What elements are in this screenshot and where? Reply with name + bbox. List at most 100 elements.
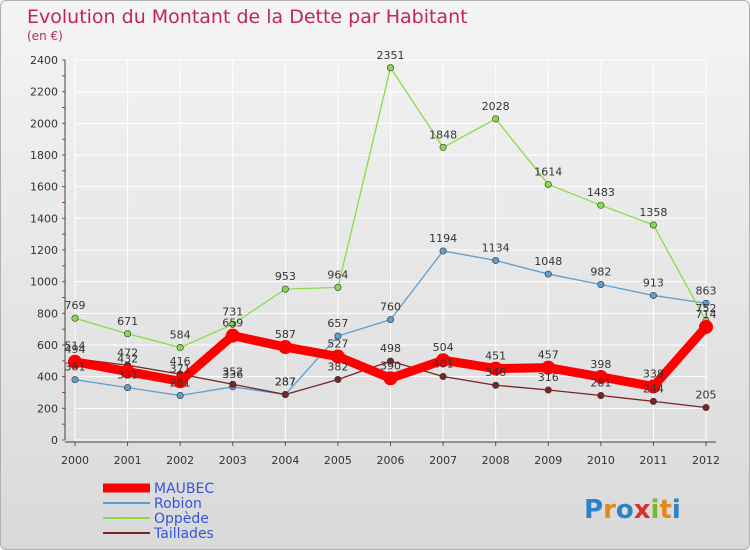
data-label-maubec: 390 (380, 359, 401, 372)
data-point-maubec (699, 319, 713, 334)
x-tick-label: 2001 (114, 454, 142, 467)
data-point-oppède (386, 64, 394, 72)
axes: 0 200 400 600 800 1000 1200 1400 1600 1800 2000 220… (30, 54, 720, 467)
y-tick-label: 1400 (30, 212, 58, 225)
data-point-taillades (597, 392, 605, 400)
data-point-robion (649, 291, 657, 299)
data-label-maubec: 398 (590, 358, 611, 371)
data-label-maubec: 457 (538, 349, 559, 362)
data-point-maubec (488, 361, 503, 376)
brand-text: Proxiti (584, 495, 681, 525)
data-point-oppède (649, 221, 657, 229)
data-point-oppède (544, 180, 552, 188)
data-point-robion (702, 299, 710, 307)
data-point-robion (386, 316, 394, 324)
data-point-robion (439, 247, 447, 255)
data-point-robion (492, 256, 500, 264)
data-point-oppède (597, 201, 605, 209)
data-label-taillades: 514 (65, 340, 86, 353)
data-point-oppède (229, 320, 237, 328)
x-tick-label: 2008 (482, 454, 510, 467)
data-label-robion: 913 (643, 276, 664, 289)
data-point-oppède (439, 143, 447, 151)
data-label-oppède: 964 (327, 268, 348, 281)
data-point-taillades (492, 381, 500, 389)
y-tick-label: 1600 (30, 181, 58, 194)
data-point-maubec (173, 374, 188, 389)
x-tick-label: 2006 (377, 454, 405, 467)
data-label-oppède: 1848 (429, 128, 457, 141)
y-tick-label: 600 (37, 339, 58, 352)
data-label-taillades: 316 (538, 371, 559, 384)
data-point-taillades (439, 373, 447, 381)
data-label-taillades: 416 (170, 355, 191, 368)
data-labels: 381 331 281 336 287 657 760 1194 1134 1048 982 913 8… (65, 49, 717, 402)
data-label-robion: 331 (117, 369, 138, 382)
data-label-oppède: 584 (170, 329, 191, 342)
data-label-robion: 1048 (534, 255, 562, 268)
data-point-robion (544, 270, 552, 278)
data-label-taillades: 281 (590, 377, 611, 390)
data-point-maubec (330, 349, 345, 364)
data-point-taillades (334, 376, 342, 384)
data-point-taillades (386, 357, 394, 365)
data-point-oppède (281, 285, 289, 293)
data-label-robion: 1194 (429, 232, 457, 245)
data-label-taillades: 472 (117, 346, 138, 359)
data-point-maubec (593, 369, 608, 384)
data-label-oppède: 953 (275, 270, 296, 283)
data-point-maubec (225, 328, 240, 343)
legend-label-maubec: MAUBEC (154, 481, 214, 497)
x-tick-label: 2002 (166, 454, 194, 467)
legend-label-oppède: Oppède (154, 511, 209, 527)
data-point-oppède (176, 344, 184, 352)
chart-subtitle: (en €) (27, 29, 63, 43)
data-label-robion: 281 (170, 377, 191, 390)
legend-label-taillades: Taillades (153, 526, 214, 542)
data-point-oppède (71, 314, 79, 322)
data-label-taillades: 205 (696, 389, 717, 402)
data-label-oppède: 769 (65, 299, 86, 312)
data-point-maubec (541, 360, 556, 375)
x-tick-label: 2010 (587, 454, 615, 467)
data-label-robion: 1134 (482, 241, 510, 254)
data-point-taillades (649, 397, 657, 405)
data-label-maubec: 504 (433, 341, 454, 354)
data-label-robion: 982 (590, 266, 611, 279)
legend-label-robion: Robion (154, 496, 202, 512)
y-tick-label: 2200 (30, 86, 58, 99)
y-tick-label: 1200 (30, 244, 58, 257)
data-label-oppède: 731 (222, 305, 243, 318)
data-label-maubec: 587 (275, 328, 296, 341)
chart-title: Evolution du Montant de la Dette par Hab… (27, 6, 468, 28)
data-point-oppède (492, 115, 500, 123)
data-point-taillades (702, 404, 710, 412)
data-label-robion: 381 (65, 361, 86, 374)
x-tick-label: 2000 (61, 454, 89, 467)
data-point-taillades (229, 380, 237, 388)
data-label-maubec: 659 (222, 317, 243, 330)
data-label-taillades: 352 (222, 365, 243, 378)
data-label-taillades: 498 (380, 342, 401, 355)
data-label-robion: 863 (696, 284, 717, 297)
data-point-robion (597, 281, 605, 289)
data-point-robion (71, 376, 79, 384)
data-label-maubec: 714 (696, 308, 717, 321)
data-label-taillades: 346 (485, 366, 506, 379)
data-label-robion: 287 (275, 376, 296, 389)
data-label-maubec: 527 (327, 338, 348, 351)
data-point-taillades (544, 386, 552, 394)
data-label-oppède: 752 (696, 302, 717, 315)
brand-logo: Proxiti (584, 495, 681, 525)
data-point-maubec (120, 364, 135, 379)
data-label-maubec: 338 (643, 367, 664, 380)
data-point-oppède (124, 330, 132, 338)
x-tick-label: 2007 (429, 454, 457, 467)
data-point-oppède (334, 283, 342, 291)
x-tick-label: 2012 (692, 454, 720, 467)
data-label-taillades: 401 (433, 358, 454, 371)
data-label-robion: 336 (222, 368, 243, 381)
y-tick-label: 1800 (30, 149, 58, 162)
